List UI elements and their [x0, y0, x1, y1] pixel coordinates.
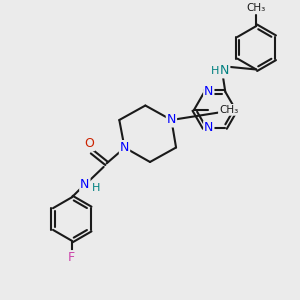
- Text: N: N: [167, 113, 176, 127]
- Text: N: N: [204, 85, 214, 98]
- Text: H: H: [211, 66, 219, 76]
- Text: N: N: [204, 122, 214, 134]
- Text: H: H: [92, 183, 100, 193]
- Text: N: N: [80, 178, 89, 191]
- Text: F: F: [68, 251, 75, 264]
- Text: CH₃: CH₃: [219, 105, 238, 115]
- Text: N: N: [120, 141, 129, 154]
- Text: N: N: [220, 64, 230, 77]
- Text: CH₃: CH₃: [247, 3, 266, 13]
- Text: O: O: [84, 137, 94, 150]
